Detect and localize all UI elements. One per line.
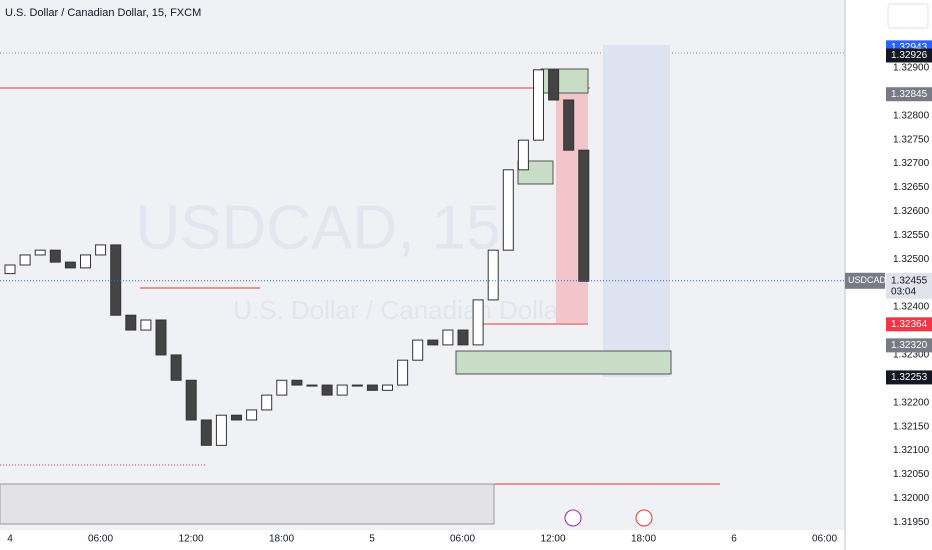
candle	[382, 384, 393, 391]
candle	[140, 319, 152, 331]
candle	[533, 69, 544, 141]
price-tag	[886, 317, 932, 332]
candle	[95, 244, 107, 256]
candle	[321, 384, 333, 396]
price-tick-label: 1.32150	[893, 421, 930, 432]
price-tag-label: 1.32253	[891, 372, 928, 383]
price-tick-label: 1.32800	[893, 110, 930, 121]
price-tick-label: 1.32300	[893, 350, 930, 361]
candle	[397, 359, 409, 386]
candle	[185, 379, 197, 421]
candle	[200, 419, 212, 446]
time-label: 18:00	[269, 534, 294, 545]
price-tick-label: 1.32700	[893, 158, 930, 169]
event-icon[interactable]	[564, 509, 582, 527]
symbol-tag	[845, 272, 885, 289]
time-label: 12:00	[540, 534, 565, 545]
candle	[19, 254, 31, 266]
candle	[80, 254, 91, 269]
symbol-label: USDCAD	[848, 275, 887, 285]
price-tick-label: 1.32400	[893, 302, 930, 313]
candle	[110, 244, 122, 316]
candle	[472, 299, 484, 346]
price-tick-label: 1.32600	[893, 206, 930, 217]
candle	[487, 249, 499, 301]
price-tick-label: 1.32100	[893, 445, 930, 456]
candle	[291, 379, 303, 386]
candle	[64, 261, 76, 269]
candle	[125, 314, 137, 331]
price-tick-label: 1.32750	[893, 134, 930, 145]
candle	[246, 409, 258, 421]
price-tick-label: 1.32900	[893, 63, 930, 74]
candle	[442, 329, 454, 346]
zone-box	[0, 483, 495, 525]
current-price-label: 1.32455	[891, 275, 928, 286]
candle	[231, 414, 242, 421]
price-tag-label: 1.32926	[891, 50, 928, 61]
candle	[548, 69, 560, 101]
chart-title: U.S. Dollar / Canadian Dollar, 15, FXCM	[5, 7, 201, 19]
candle	[170, 354, 182, 381]
candle	[517, 139, 529, 171]
candle	[563, 99, 575, 151]
price-tick-label: 1.32550	[893, 230, 930, 241]
watermark-symbol: USDCAD, 15	[135, 193, 500, 262]
current-price-tag	[886, 272, 932, 299]
time-axis	[0, 530, 845, 550]
price-tick-label: 1.32500	[893, 254, 930, 265]
candle	[457, 329, 469, 346]
demand-box	[540, 68, 589, 94]
settings-button[interactable]	[887, 3, 929, 29]
candle	[351, 384, 363, 387]
time-label: 12:00	[178, 534, 203, 545]
time-label: 5	[369, 534, 375, 545]
price-tag-label: 1.32364	[891, 319, 928, 330]
candle	[155, 319, 167, 356]
price-tag-label: 1.32943	[891, 42, 928, 53]
candle	[34, 249, 46, 256]
price-tick-label: 1.32200	[893, 397, 930, 408]
price-tag	[886, 87, 932, 102]
price-tick-label: 1.32650	[893, 182, 930, 193]
event-icon[interactable]	[635, 509, 653, 527]
candle	[502, 169, 514, 251]
time-label: 06:00	[88, 534, 113, 545]
time-label: 18:00	[631, 534, 656, 545]
price-tick-label: 1.32000	[893, 493, 930, 504]
candle	[412, 339, 424, 361]
candle	[578, 149, 590, 282]
watermark-name: U.S. Dollar / Canadian Dollar	[233, 295, 567, 325]
time-label: 06:00	[450, 534, 475, 545]
price-tag	[886, 370, 932, 385]
time-label: 4	[7, 534, 13, 545]
price-tick-label: 1.32050	[893, 469, 930, 480]
price-tick-label: 1.31950	[893, 517, 930, 528]
candle	[366, 384, 378, 391]
candle	[336, 384, 348, 396]
countdown-label: 03:04	[891, 286, 916, 297]
candle	[4, 264, 16, 275]
candle	[276, 379, 288, 396]
time-label: 06:00	[812, 534, 837, 545]
candle	[215, 414, 227, 446]
price-tag	[886, 338, 932, 353]
candle	[261, 394, 273, 411]
candle	[306, 384, 318, 387]
price-tag	[886, 48, 932, 63]
price-tag-label: 1.32320	[891, 340, 928, 351]
candle	[49, 249, 61, 263]
plot-area	[0, 0, 845, 530]
candle	[427, 339, 439, 346]
time-label: 6	[731, 534, 737, 545]
target-zone	[603, 45, 670, 377]
demand-box	[455, 350, 672, 375]
price-tag-label: 1.32845	[891, 89, 928, 100]
